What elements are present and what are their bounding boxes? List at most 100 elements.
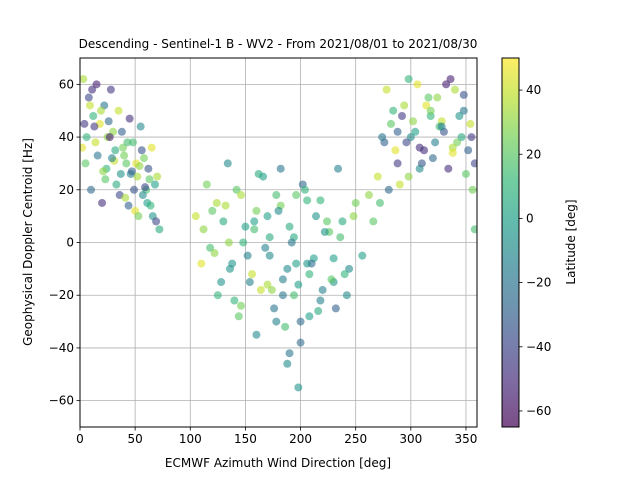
data-point xyxy=(433,93,442,102)
x-tick-label: 250 xyxy=(344,432,367,446)
y-axis-label: Geophysical Doppler Centroid [Hz] xyxy=(21,138,35,346)
data-point xyxy=(296,338,305,347)
data-point xyxy=(219,217,228,226)
data-point xyxy=(289,291,298,300)
data-point xyxy=(292,191,301,200)
data-point xyxy=(442,80,451,89)
data-point xyxy=(303,259,312,268)
data-point xyxy=(265,233,274,242)
data-point xyxy=(232,185,241,194)
data-point xyxy=(400,101,409,110)
data-point xyxy=(457,133,466,142)
x-axis-label: ECMWF Azimuth Wind Direction [deg] xyxy=(165,456,391,470)
data-point xyxy=(111,146,120,155)
data-point xyxy=(104,117,113,126)
data-point xyxy=(413,80,422,89)
data-point xyxy=(254,169,263,178)
data-point xyxy=(125,114,134,123)
data-point xyxy=(342,291,351,300)
data-point xyxy=(217,278,226,287)
data-point xyxy=(283,264,292,273)
data-point xyxy=(426,106,435,115)
data-point xyxy=(424,93,433,102)
data-point xyxy=(265,251,274,260)
data-point xyxy=(213,291,222,300)
data-point xyxy=(112,180,121,189)
data-point xyxy=(466,119,475,128)
data-point xyxy=(85,101,94,110)
data-point xyxy=(241,222,250,231)
data-point xyxy=(384,185,393,194)
data-point xyxy=(411,127,420,136)
data-point xyxy=(422,101,431,110)
data-point xyxy=(117,127,126,136)
data-point xyxy=(369,217,378,226)
data-point xyxy=(252,330,261,339)
colorbar-frame xyxy=(501,57,520,428)
y-tick-label: 40 xyxy=(59,130,74,144)
data-point xyxy=(292,259,301,268)
data-point xyxy=(334,164,343,173)
data-point xyxy=(375,198,384,207)
data-point xyxy=(87,185,96,194)
data-point xyxy=(283,359,292,368)
data-point xyxy=(320,227,329,236)
data-point xyxy=(305,312,314,321)
data-point xyxy=(119,143,128,152)
data-point xyxy=(349,212,358,221)
data-point xyxy=(134,212,143,221)
chart-title: Descending - Sentinel-1 B - WV2 - From 2… xyxy=(79,37,478,51)
y-tick-label: 60 xyxy=(59,77,74,91)
data-point xyxy=(468,185,477,194)
data-point xyxy=(138,191,147,200)
colorbar-tick-label: −20 xyxy=(526,276,551,290)
x-tick-label: 150 xyxy=(234,432,257,446)
data-point xyxy=(155,225,164,234)
data-point xyxy=(96,106,105,115)
data-point xyxy=(455,111,464,120)
colorbar-ticks: −60 −40 −20 0 20 40 xyxy=(519,83,551,418)
colorbar-tick-label: −60 xyxy=(526,404,551,418)
data-point xyxy=(122,159,131,168)
data-point xyxy=(123,138,132,147)
data-point xyxy=(285,222,294,231)
data-point xyxy=(287,238,296,247)
data-point xyxy=(135,162,144,171)
data-point xyxy=(136,122,145,131)
data-point xyxy=(89,111,98,120)
data-point xyxy=(303,196,312,205)
data-point xyxy=(133,172,142,181)
y-tick-label: 0 xyxy=(66,236,74,250)
data-point xyxy=(121,193,130,202)
data-point xyxy=(329,254,338,263)
data-point xyxy=(437,122,446,131)
data-point xyxy=(300,185,309,194)
data-point xyxy=(278,291,287,300)
data-point xyxy=(152,217,161,226)
data-point xyxy=(80,143,87,152)
data-point xyxy=(90,122,99,131)
data-point xyxy=(389,106,398,115)
data-point xyxy=(114,106,123,115)
x-tick-label: 200 xyxy=(289,432,312,446)
data-point xyxy=(130,185,139,194)
data-point xyxy=(237,191,246,200)
y-tick-label: −40 xyxy=(49,341,74,355)
data-point xyxy=(153,172,162,181)
data-point xyxy=(239,238,248,247)
data-point xyxy=(243,251,252,260)
colorbar-tick-label: 40 xyxy=(526,83,541,97)
data-point xyxy=(351,198,360,207)
data-point xyxy=(256,285,265,294)
data-point xyxy=(415,164,424,173)
data-point xyxy=(199,225,208,234)
data-point xyxy=(323,217,332,226)
data-point xyxy=(146,201,155,210)
data-point xyxy=(415,143,424,152)
data-point xyxy=(145,175,154,184)
data-point xyxy=(296,317,305,326)
data-point xyxy=(270,304,279,313)
data-point xyxy=(92,80,101,89)
data-point xyxy=(248,270,257,279)
